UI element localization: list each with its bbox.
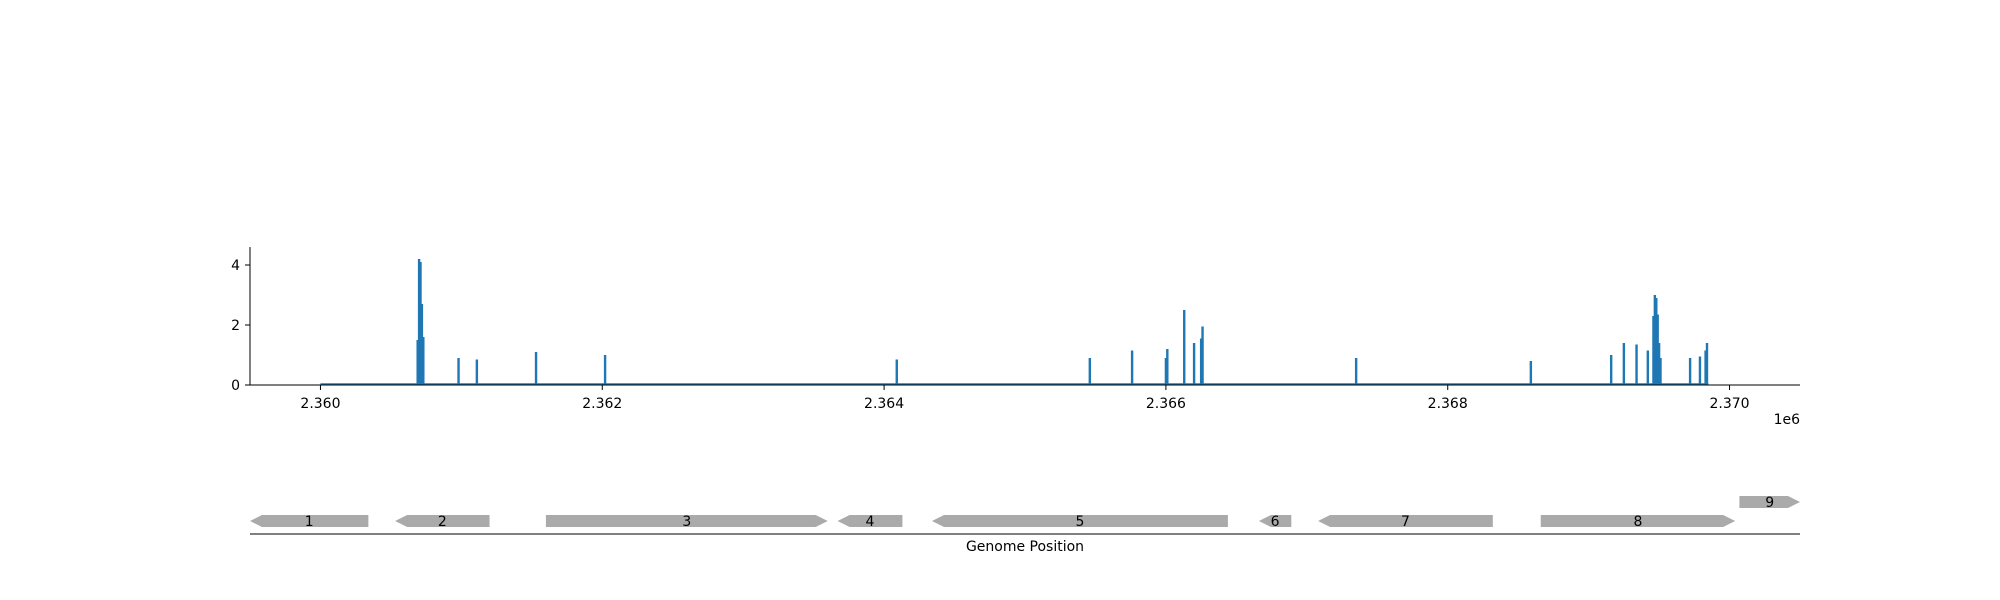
x-axis-title: Genome Position	[966, 539, 1084, 555]
coverage-bar	[1655, 298, 1658, 385]
coverage-bar	[419, 262, 422, 385]
gene-label: 4	[866, 514, 875, 530]
coverage-bar	[1652, 316, 1655, 385]
coverage-bar	[1183, 310, 1186, 385]
gene-arrow	[932, 515, 1228, 527]
coverage-bar	[1688, 358, 1692, 385]
gene-label: 2	[438, 514, 447, 530]
coverage-panel: 0 2 4 2.360 2.362 2.364 2.366 2.368 2.370 1e6	[231, 247, 1800, 428]
x-axis-ticks: 2.360 2.362 2.364 2.366 2.368 2.370	[300, 385, 1750, 412]
coverage-bar	[1657, 343, 1661, 385]
coverage-bar	[1646, 350, 1650, 385]
gene-label: 8	[1633, 514, 1642, 530]
coverage-bar	[534, 352, 538, 385]
coverage-bar	[1088, 358, 1092, 385]
coverage-bar	[1529, 361, 1533, 385]
coverage-bar	[417, 259, 421, 385]
gene-arrow	[250, 515, 369, 527]
coverage-bar	[1201, 326, 1204, 385]
gene-label: 9	[1765, 495, 1774, 511]
x-tick-label: 2.364	[864, 396, 904, 412]
coverage-bar	[603, 355, 607, 385]
gene-label: 1	[305, 514, 314, 530]
coverage-bar	[1192, 343, 1196, 385]
coverage-bar	[895, 359, 898, 385]
gene-label: 7	[1401, 514, 1410, 530]
x-tick-label: 2.362	[582, 396, 622, 412]
coverage-bar	[1653, 295, 1657, 385]
coverage-bar	[1199, 338, 1203, 385]
y-tick-label: 2	[231, 318, 240, 334]
x-axis-offset-label: 1e6	[1774, 412, 1801, 428]
gene-arrow	[395, 515, 490, 527]
gene-arrow	[545, 515, 828, 527]
x-tick-label: 2.360	[300, 396, 340, 412]
coverage-bar	[1705, 343, 1709, 385]
coverage-bar	[1704, 350, 1707, 385]
coverage-bar	[1698, 356, 1702, 385]
x-tick-label: 2.366	[1146, 396, 1186, 412]
gene-label: 5	[1075, 514, 1084, 530]
coverage-bar	[1659, 358, 1662, 385]
gene-track: 1 2 3 4 5 6 7 8 9 Genome Position	[250, 495, 1800, 555]
coverage-bar	[420, 304, 424, 385]
gene-arrow	[1739, 496, 1800, 508]
y-axis-ticks: 0 2 4	[231, 258, 250, 394]
coverage-bar	[457, 358, 460, 385]
coverage-bar	[422, 337, 425, 385]
x-tick-label: 2.368	[1428, 396, 1468, 412]
coverage-bar	[1622, 343, 1626, 385]
coverage-bar	[1609, 355, 1613, 385]
coverage-bar	[1166, 349, 1169, 385]
gene-arrows: 1 2 3 4 5 6 7 8 9	[250, 495, 1800, 530]
coverage-bar	[1164, 358, 1168, 385]
gene-arrow	[1540, 515, 1736, 527]
gene-arrow	[1318, 515, 1493, 527]
coverage-bar	[475, 359, 479, 385]
coverage-bar	[1354, 358, 1358, 385]
coverage-bar	[416, 340, 419, 385]
y-tick-label: 4	[231, 258, 240, 274]
gene-arrow	[1258, 515, 1292, 527]
coverage-bar	[1635, 344, 1638, 385]
gene-label: 6	[1271, 514, 1280, 530]
coverage-bar	[1130, 350, 1134, 385]
gene-label: 3	[682, 514, 691, 530]
coverage-bars	[416, 259, 1709, 385]
coverage-bar	[1656, 314, 1659, 385]
x-tick-label: 2.370	[1709, 396, 1749, 412]
gene-arrow	[837, 515, 903, 527]
y-tick-label: 0	[231, 378, 240, 394]
